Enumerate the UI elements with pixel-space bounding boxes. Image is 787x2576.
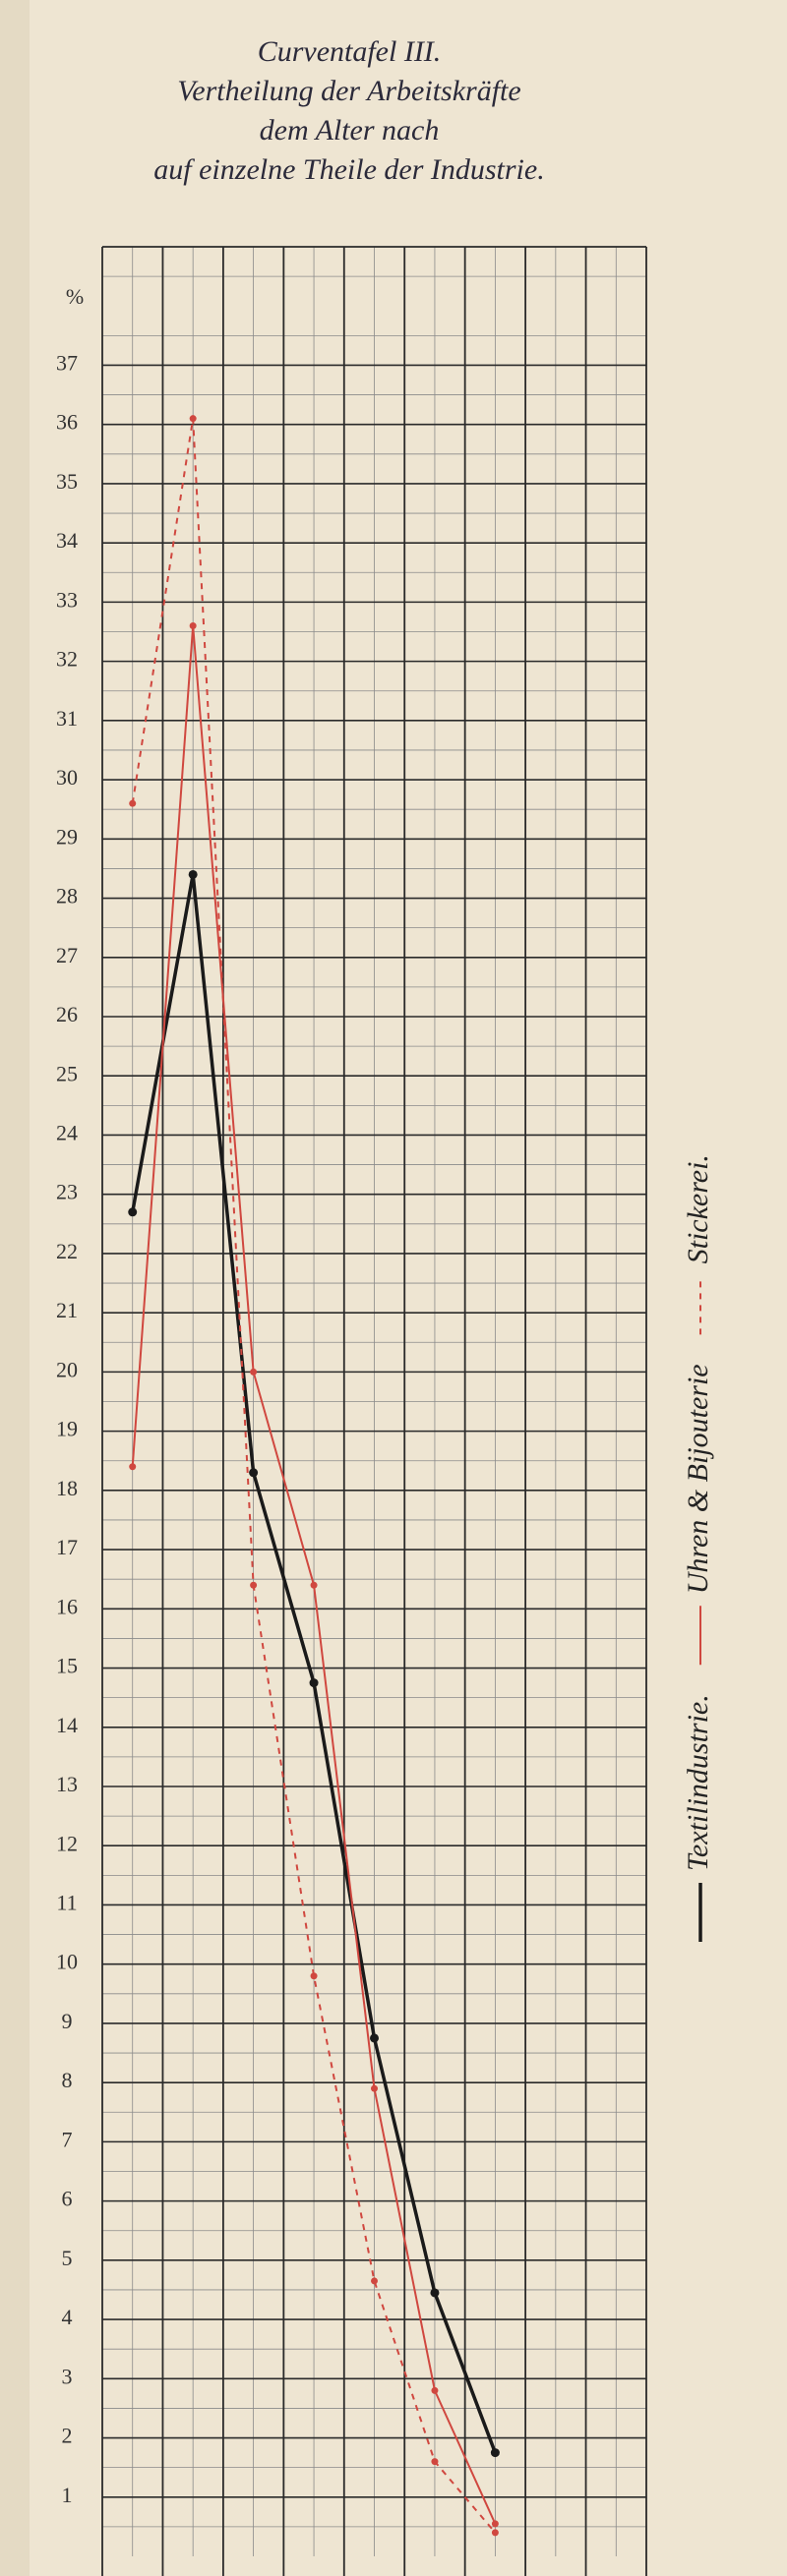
y-tick-label: 5: [62, 2246, 73, 2270]
data-point: [250, 1368, 258, 1376]
y-axis-label: %: [66, 284, 84, 309]
y-tick-label: 35: [56, 469, 78, 494]
legend-label: Stickerei.: [682, 1154, 714, 1263]
y-tick-label: 24: [56, 1121, 78, 1145]
y-tick-label: 16: [56, 1594, 78, 1618]
y-tick-label: 3: [62, 2364, 73, 2388]
y-tick-label: 21: [56, 1298, 78, 1322]
y-tick-label: 9: [62, 2009, 73, 2033]
data-point: [129, 799, 137, 807]
data-point: [370, 2033, 379, 2043]
data-point: [431, 2458, 439, 2466]
y-tick-label: 26: [56, 1002, 78, 1026]
data-point: [128, 1207, 138, 1217]
y-tick-label: 33: [56, 587, 78, 612]
y-tick-label: 25: [56, 1061, 78, 1085]
y-tick-label: 13: [56, 1772, 78, 1796]
y-tick-label: 27: [56, 943, 78, 967]
data-point: [310, 1972, 318, 1980]
y-tick-label: 4: [62, 2305, 73, 2329]
data-point: [490, 2448, 500, 2458]
data-point: [430, 2288, 440, 2298]
legend-label: Textilindustrie.: [682, 1694, 714, 1871]
y-tick-label: 30: [56, 765, 78, 790]
y-tick-label: 17: [56, 1535, 78, 1559]
legend: Textilindustrie. Uhren & Bijouterie Sticke…: [682, 1154, 714, 1942]
y-tick-label: 36: [56, 410, 78, 435]
y-tick-label: 10: [56, 1950, 78, 1974]
y-tick-label: 31: [56, 706, 78, 731]
y-tick-label: 28: [56, 884, 78, 908]
data-point: [129, 1463, 137, 1471]
y-tick-label: 11: [56, 1891, 77, 1915]
data-point: [189, 415, 197, 423]
y-tick-label: 23: [56, 1180, 78, 1204]
chart-title: Vertheilung der Arbeitskräfte: [177, 75, 520, 107]
chart-title: dem Alter nach: [260, 114, 440, 146]
data-point: [250, 1581, 258, 1589]
data-point: [188, 869, 198, 879]
y-tick-label: 7: [62, 2127, 73, 2151]
y-tick-label: 22: [56, 1239, 78, 1263]
y-tick-label: 6: [62, 2187, 73, 2211]
paper-edge: [0, 0, 30, 2576]
data-point: [371, 2084, 378, 2092]
data-point: [189, 621, 197, 629]
y-tick-label: 32: [56, 647, 78, 672]
y-tick-label: 8: [62, 2068, 73, 2092]
y-tick-label: 18: [56, 1476, 78, 1500]
y-tick-label: 1: [62, 2483, 73, 2507]
y-tick-label: 34: [56, 528, 78, 553]
data-point: [249, 1468, 259, 1478]
y-tick-label: 2: [62, 2424, 73, 2448]
data-point: [371, 2277, 378, 2285]
y-tick-label: 12: [56, 1831, 78, 1855]
chart-title: auf einzelne Theile der Industrie.: [153, 153, 544, 186]
y-tick-label: 14: [56, 1713, 78, 1737]
data-point: [310, 1581, 318, 1589]
y-tick-label: 20: [56, 1357, 78, 1381]
y-tick-label: 19: [56, 1417, 78, 1441]
data-point: [491, 2529, 499, 2537]
y-tick-label: 37: [56, 351, 78, 376]
data-point: [431, 2386, 439, 2394]
chart-title: Curventafel III.: [258, 35, 442, 68]
legend-label: Uhren & Bijouterie: [682, 1364, 714, 1594]
data-point: [309, 1678, 319, 1688]
y-tick-label: 15: [56, 1654, 78, 1678]
y-tick-label: 29: [56, 824, 78, 849]
data-point: [491, 2520, 499, 2528]
